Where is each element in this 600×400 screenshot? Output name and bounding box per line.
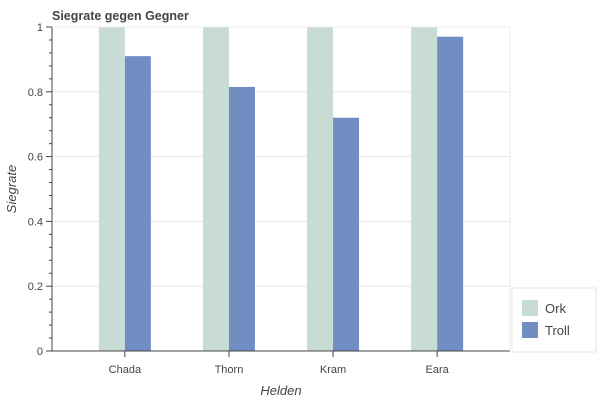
x-axis-label: Helden: [260, 383, 301, 398]
x-tick-label-kram: Kram: [320, 364, 346, 376]
y-tick-label: 0.2: [28, 281, 43, 293]
bar-troll-thorn: [228, 86, 255, 351]
bar-ork-chada: [98, 27, 125, 351]
y-tick-label: 0: [37, 346, 43, 358]
legend-box: [511, 287, 597, 353]
chart-title: Siegrate gegen Gegner: [52, 9, 189, 23]
bar-troll-kram: [333, 117, 360, 351]
legend: Ork Troll: [511, 287, 597, 353]
bar-ork-thorn: [202, 27, 229, 351]
legend-label-troll: Troll: [545, 323, 570, 338]
bar-troll-chada: [124, 56, 151, 351]
legend-swatch-ork: [522, 300, 538, 316]
bar-ork-kram: [307, 27, 334, 351]
x-tick-label-eara: Eara: [426, 364, 450, 376]
y-axis-ticks: 0 0.2 0.4 0.6 0.8 1: [28, 22, 52, 358]
bar-ork-eara: [411, 27, 438, 351]
y-tick-label: 0.8: [28, 87, 43, 99]
bars: [98, 27, 464, 351]
x-axis-ticks: Chada Thorn Kram Eara: [109, 351, 450, 376]
legend-swatch-troll: [522, 322, 538, 338]
bar-troll-eara: [437, 36, 464, 351]
x-tick-label-chada: Chada: [109, 364, 142, 376]
y-axis-label: Siegrate: [4, 165, 19, 213]
legend-label-ork: Ork: [545, 301, 566, 316]
x-tick-label-thorn: Thorn: [215, 364, 244, 376]
y-tick-label: 1: [37, 22, 43, 34]
axes: [51, 26, 511, 352]
y-tick-label: 0.6: [28, 152, 43, 164]
y-tick-label: 0.4: [28, 216, 43, 228]
